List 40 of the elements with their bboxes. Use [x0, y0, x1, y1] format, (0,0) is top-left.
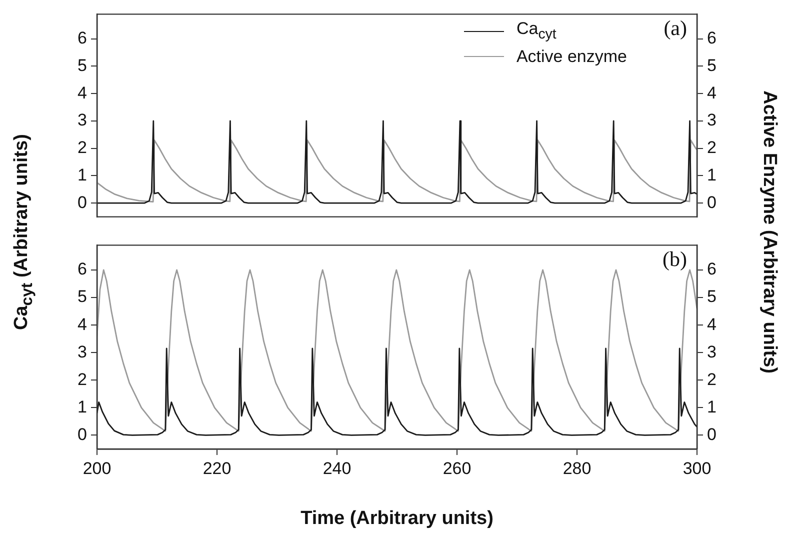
y2-tick-label: 0 [707, 192, 716, 212]
x-tick-label: 200 [82, 458, 112, 478]
y-tick-label: 0 [78, 424, 87, 444]
x-tick-label: 300 [682, 458, 712, 478]
x-tick-label: 220 [202, 458, 232, 478]
annotation: (a) [664, 16, 687, 40]
x-axis-title: Time (Arbitrary units) [300, 508, 494, 529]
y-tick-label: 5 [78, 56, 87, 75]
y-tick-label: 0 [78, 192, 87, 212]
y-tick-label: 1 [78, 165, 87, 184]
y-tick-label: 1 [78, 397, 87, 416]
y2-tick-label: 2 [707, 370, 716, 389]
y-tick-label: 6 [78, 260, 87, 279]
y-tick-label: 2 [78, 370, 87, 389]
y-tick-label: 6 [78, 28, 87, 48]
y-tick-label: 4 [78, 314, 87, 334]
annotation: (b) [662, 247, 687, 272]
y2-tick-label: 3 [707, 342, 716, 362]
y-tick-label: 5 [78, 287, 87, 306]
legend-label: Active enzyme [516, 46, 627, 68]
x-tick-label: 280 [562, 458, 592, 478]
y-tick-label: 2 [78, 138, 87, 158]
y2-tick-label: 1 [707, 165, 716, 184]
x-tick-label: 260 [442, 458, 472, 478]
y2-tick-label: 5 [707, 287, 716, 306]
y2-tick-label: 4 [707, 314, 716, 334]
y2-axis-title: Active Enzyme (Arbitrary units) [758, 90, 780, 374]
y-tick-label: 3 [78, 342, 87, 362]
y2-tick-label: 2 [707, 138, 716, 158]
y2-tick-label: 4 [707, 83, 716, 102]
y2-tick-label: 1 [707, 397, 716, 416]
y2-tick-label: 5 [707, 56, 716, 75]
y2-tick-label: 6 [707, 260, 716, 279]
y-tick-label: 3 [78, 110, 87, 130]
y2-tick-label: 6 [707, 28, 716, 48]
x-tick-label: 240 [322, 458, 352, 478]
y2-tick-label: 3 [707, 110, 716, 130]
y-tick-label: 4 [78, 83, 87, 102]
y2-tick-label: 0 [707, 424, 716, 444]
legend-label: Ca$_{cyt}$ [516, 18, 556, 45]
